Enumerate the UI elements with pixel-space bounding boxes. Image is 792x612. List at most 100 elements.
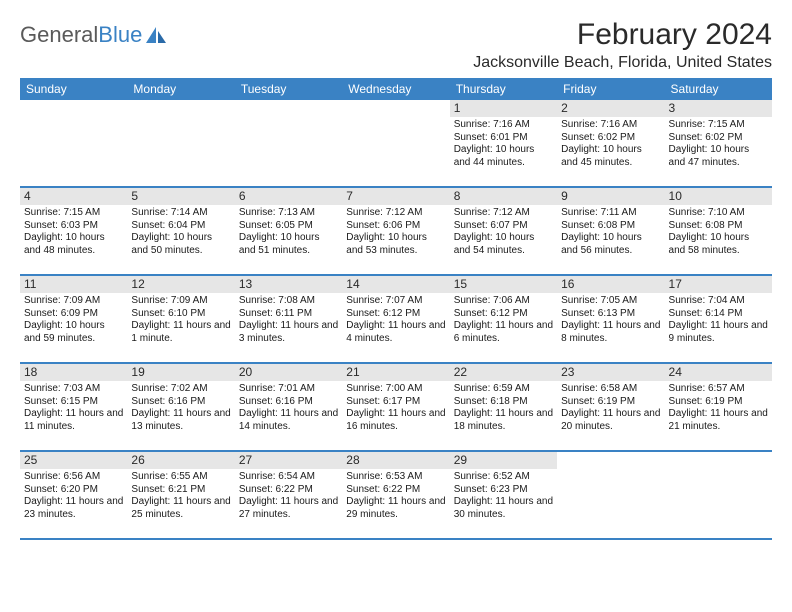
daylight-text: Daylight: 11 hours and 6 minutes.: [454, 320, 553, 345]
sunset-text: Sunset: 6:12 PM: [454, 308, 553, 321]
sunset-text: Sunset: 6:08 PM: [669, 220, 768, 233]
day-number: 3: [665, 100, 772, 117]
sunset-text: Sunset: 6:04 PM: [131, 220, 230, 233]
day-number: 18: [20, 364, 127, 381]
day-cell: [20, 100, 127, 186]
day-number: 22: [450, 364, 557, 381]
sunset-text: Sunset: 6:06 PM: [346, 220, 445, 233]
day-number: 16: [557, 276, 664, 293]
day-number: 15: [450, 276, 557, 293]
day-number: 1: [450, 100, 557, 117]
day-number: 5: [127, 188, 234, 205]
day-cell: 8Sunrise: 7:12 AMSunset: 6:07 PMDaylight…: [450, 188, 557, 274]
sunset-text: Sunset: 6:19 PM: [561, 396, 660, 409]
daylight-text: Daylight: 11 hours and 8 minutes.: [561, 320, 660, 345]
day-number: 12: [127, 276, 234, 293]
sunset-text: Sunset: 6:17 PM: [346, 396, 445, 409]
sunrise-text: Sunrise: 7:11 AM: [561, 207, 660, 220]
sunset-text: Sunset: 6:09 PM: [24, 308, 123, 321]
day-cell: 1Sunrise: 7:16 AMSunset: 6:01 PMDaylight…: [450, 100, 557, 186]
sunrise-text: Sunrise: 7:05 AM: [561, 295, 660, 308]
sunset-text: Sunset: 6:07 PM: [454, 220, 553, 233]
sunrise-text: Sunrise: 7:12 AM: [346, 207, 445, 220]
daylight-text: Daylight: 11 hours and 27 minutes.: [239, 496, 338, 521]
sunrise-text: Sunrise: 7:16 AM: [454, 119, 553, 132]
sunset-text: Sunset: 6:05 PM: [239, 220, 338, 233]
day-cell: 11Sunrise: 7:09 AMSunset: 6:09 PMDayligh…: [20, 276, 127, 362]
day-cell: 9Sunrise: 7:11 AMSunset: 6:08 PMDaylight…: [557, 188, 664, 274]
day-cell: 3Sunrise: 7:15 AMSunset: 6:02 PMDaylight…: [665, 100, 772, 186]
logo-text-blue: Blue: [98, 22, 142, 48]
day-number: 2: [557, 100, 664, 117]
day-number: 28: [342, 452, 449, 469]
sunset-text: Sunset: 6:01 PM: [454, 132, 553, 145]
logo: GeneralBlue: [20, 22, 167, 48]
sunset-text: Sunset: 6:16 PM: [239, 396, 338, 409]
day-number: 17: [665, 276, 772, 293]
sunset-text: Sunset: 6:10 PM: [131, 308, 230, 321]
week-row: 4Sunrise: 7:15 AMSunset: 6:03 PMDaylight…: [20, 188, 772, 276]
title-block: February 2024 Jacksonville Beach, Florid…: [473, 18, 772, 72]
daylight-text: Daylight: 11 hours and 16 minutes.: [346, 408, 445, 433]
day-cell: [127, 100, 234, 186]
day-cell: [235, 100, 342, 186]
daylight-text: Daylight: 11 hours and 25 minutes.: [131, 496, 230, 521]
day-cell: 23Sunrise: 6:58 AMSunset: 6:19 PMDayligh…: [557, 364, 664, 450]
daylight-text: Daylight: 11 hours and 4 minutes.: [346, 320, 445, 345]
day-cell: 12 Sunrise: 7:09 AMSunset: 6:10 PMDayligh…: [127, 276, 234, 362]
daylight-text: Daylight: 11 hours and 30 minutes.: [454, 496, 553, 521]
dow-wednesday: Wednesday: [342, 78, 449, 100]
day-number: 8: [450, 188, 557, 205]
daylight-text: Daylight: 10 hours and 45 minutes.: [561, 144, 660, 169]
day-number: 26: [127, 452, 234, 469]
sunrise-text: Sunrise: 7:14 AM: [131, 207, 230, 220]
day-cell: [342, 100, 449, 186]
day-number: 21: [342, 364, 449, 381]
daylight-text: Daylight: 10 hours and 48 minutes.: [24, 232, 123, 257]
dow-friday: Friday: [557, 78, 664, 100]
sunrise-text: Sunrise: 7:06 AM: [454, 295, 553, 308]
logo-sail-icon: [145, 26, 167, 44]
sunrise-text: Sunrise: 6:52 AM: [454, 471, 553, 484]
weeks-container: 1Sunrise: 7:16 AMSunset: 6:01 PMDaylight…: [20, 100, 772, 540]
day-cell: 24Sunrise: 6:57 AMSunset: 6:19 PMDayligh…: [665, 364, 772, 450]
day-cell: [665, 452, 772, 538]
dow-tuesday: Tuesday: [235, 78, 342, 100]
day-cell: 4Sunrise: 7:15 AMSunset: 6:03 PMDaylight…: [20, 188, 127, 274]
day-number: 29: [450, 452, 557, 469]
day-number: 19: [127, 364, 234, 381]
sunset-text: Sunset: 6:15 PM: [24, 396, 123, 409]
sunrise-text: Sunrise: 6:53 AM: [346, 471, 445, 484]
day-cell: 17Sunrise: 7:04 AMSunset: 6:14 PMDayligh…: [665, 276, 772, 362]
day-number: 24: [665, 364, 772, 381]
day-number: 10: [665, 188, 772, 205]
week-row: 18Sunrise: 7:03 AMSunset: 6:15 PMDayligh…: [20, 364, 772, 452]
sunrise-text: Sunrise: 7:03 AM: [24, 383, 123, 396]
daylight-text: Daylight: 10 hours and 50 minutes.: [131, 232, 230, 257]
dow-sunday: Sunday: [20, 78, 127, 100]
daylight-text: Daylight: 11 hours and 20 minutes.: [561, 408, 660, 433]
day-cell: 16Sunrise: 7:05 AMSunset: 6:13 PMDayligh…: [557, 276, 664, 362]
sunset-text: Sunset: 6:14 PM: [669, 308, 768, 321]
header: GeneralBlue February 2024 Jacksonville B…: [20, 18, 772, 72]
sunset-text: Sunset: 6:20 PM: [24, 484, 123, 497]
day-cell: 27Sunrise: 6:54 AMSunset: 6:22 PMDayligh…: [235, 452, 342, 538]
day-cell: 28Sunrise: 6:53 AMSunset: 6:22 PMDayligh…: [342, 452, 449, 538]
sunset-text: Sunset: 6:12 PM: [346, 308, 445, 321]
sunrise-text: Sunrise: 7:09 AM: [131, 295, 230, 308]
daylight-text: Daylight: 10 hours and 59 minutes.: [24, 320, 123, 345]
daylight-text: Daylight: 11 hours and 11 minutes.: [24, 408, 123, 433]
sunrise-text: Sunrise: 7:16 AM: [561, 119, 660, 132]
daylight-text: Daylight: 11 hours and 1 minute.: [131, 320, 230, 345]
sunset-text: Sunset: 6:18 PM: [454, 396, 553, 409]
week-row: 25 Sunrise: 6:56 AMSunset: 6:20 PM Dayligh…: [20, 452, 772, 540]
day-cell: [557, 452, 664, 538]
day-cell: 26Sunrise: 6:55 AMSunset: 6:21 PMDayligh…: [127, 452, 234, 538]
sunrise-text: Sunrise: 6:56 AM: [24, 471, 123, 484]
daylight-text: Daylight: 11 hours and 29 minutes.: [346, 496, 445, 521]
sunrise-text: Sunrise: 7:09 AM: [24, 295, 123, 308]
sunrise-text: Sunrise: 7:04 AM: [669, 295, 768, 308]
day-number: 25: [20, 452, 127, 469]
dow-monday: Monday: [127, 78, 234, 100]
day-number: 23: [557, 364, 664, 381]
